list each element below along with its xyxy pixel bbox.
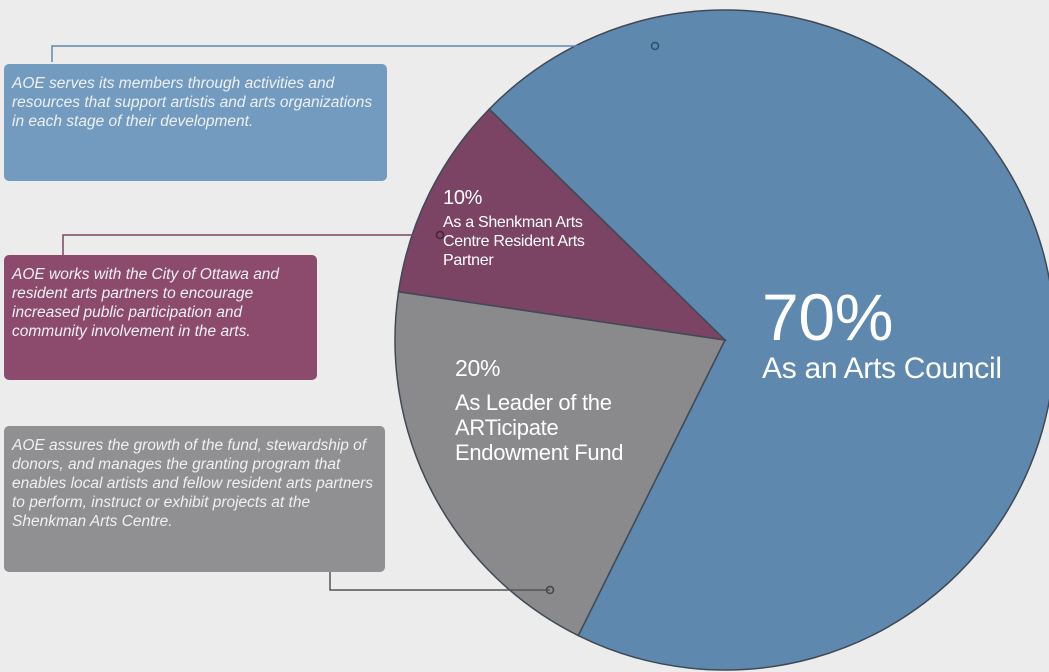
slice-value-label: 70%: [762, 280, 894, 354]
slice-label: As Leader of the ARTicipate Endowment Fu…: [455, 390, 624, 465]
leader-dot: [435, 230, 445, 240]
leader-dot: [650, 41, 660, 51]
leader-line: [329, 572, 550, 591]
annotation: AOE works with the City of Ottawa and re…: [4, 255, 317, 380]
pie-slice: [488, 9, 1049, 671]
annotation: AOE serves its members through activitie…: [4, 64, 387, 181]
leader-dot: [545, 585, 555, 595]
annotation: AOE assures the growth of the fund, stew…: [4, 426, 385, 572]
slice-label: As a Shenkman Arts Centre Resident Arts …: [443, 214, 585, 269]
pie-slice: [397, 108, 728, 342]
slice-label: As an Arts Council: [762, 352, 1002, 385]
pie-slice: [394, 290, 727, 637]
leaders: [51, 41, 660, 595]
slice-value-label: 20%: [455, 355, 501, 381]
leader-line: [51, 45, 655, 62]
pie: [394, 9, 1049, 671]
slice-value-label: 10%: [443, 187, 483, 209]
leader-line: [62, 234, 440, 255]
